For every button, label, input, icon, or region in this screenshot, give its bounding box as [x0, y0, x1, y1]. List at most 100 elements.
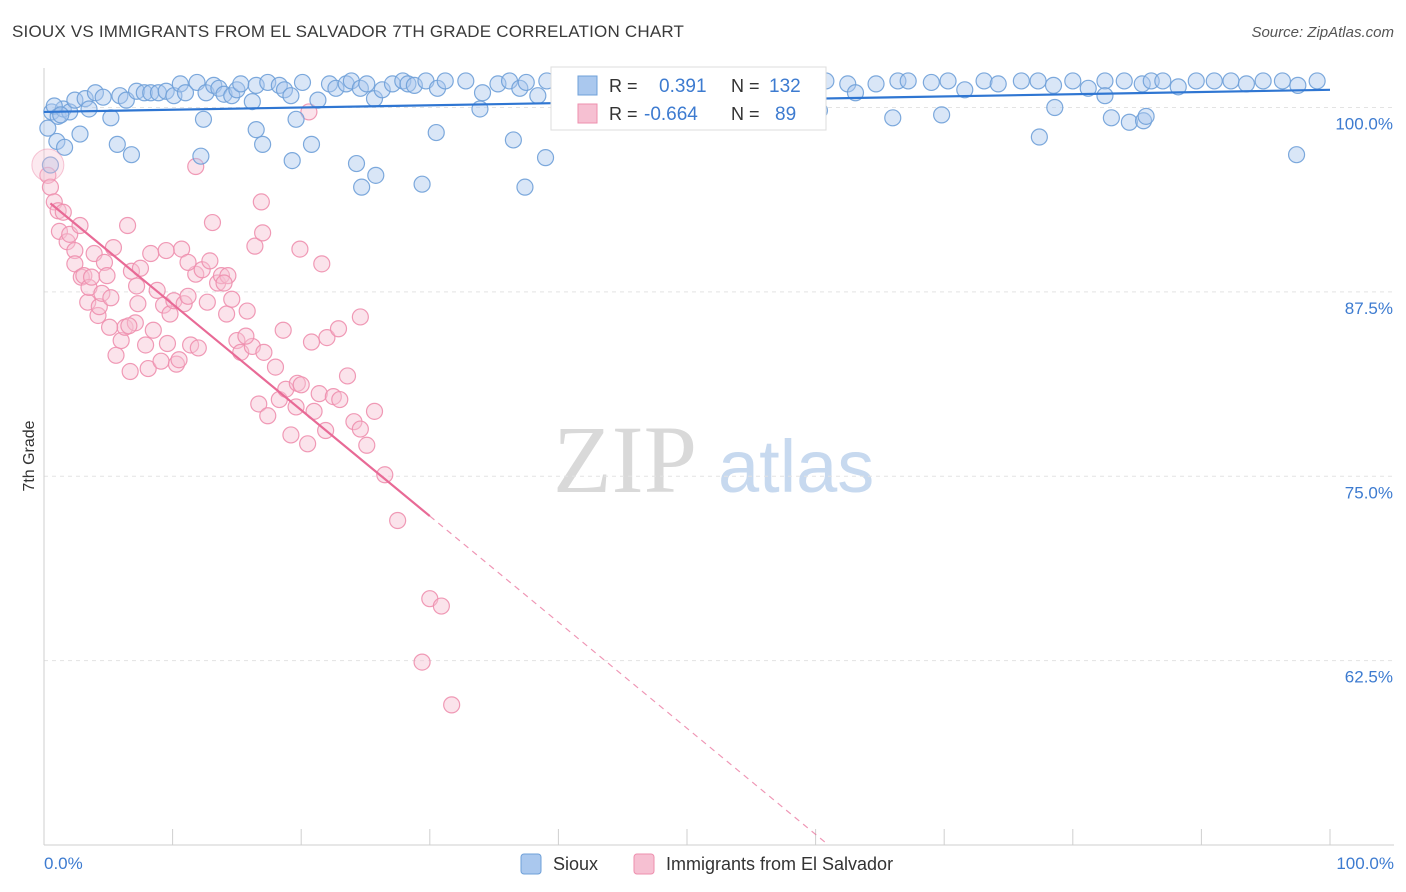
sioux-point: [1115, 72, 1133, 90]
sioux-point: [427, 123, 445, 142]
salvador-point: [338, 367, 357, 385]
salvador-point: [201, 252, 219, 270]
sioux-r-label: R =: [609, 76, 638, 96]
sioux-point: [52, 106, 70, 124]
sioux-point: [367, 166, 385, 184]
sioux-point: [94, 88, 112, 106]
salvador-point: [104, 239, 123, 257]
salvador-point: [102, 289, 120, 307]
salvador-point: [302, 333, 321, 351]
sioux-point: [1308, 72, 1326, 90]
salvador-point: [246, 237, 264, 255]
salvador-point: [292, 376, 310, 394]
sioux-point: [108, 135, 126, 153]
x-tick-label-min: 0.0%: [44, 854, 83, 873]
sioux-point: [1187, 72, 1205, 90]
sioux-point: [39, 119, 57, 137]
sioux-point: [899, 72, 917, 90]
sioux-point: [1237, 75, 1256, 93]
salvador-point: [237, 327, 255, 345]
salvador-n-value: 89: [775, 104, 796, 125]
salvador-point: [98, 267, 116, 285]
salvador-point: [144, 321, 162, 339]
sioux-point: [517, 73, 535, 92]
sioux-point: [247, 121, 265, 139]
sioux-point: [1096, 87, 1114, 105]
sioux-point: [1169, 78, 1187, 96]
salvador-point: [189, 339, 207, 357]
sioux-point: [511, 79, 529, 97]
salvador-point: [255, 343, 273, 361]
salvador-point: [329, 320, 348, 338]
salvador-point: [358, 436, 376, 454]
sioux-point: [327, 79, 345, 97]
salvador-point: [187, 157, 205, 176]
x-tick-label-max: 100.0%: [1336, 854, 1394, 873]
sioux-point: [1046, 98, 1064, 117]
legend-salvador-swatch: [633, 853, 655, 875]
legend-sioux-label: Sioux: [553, 854, 598, 874]
salvador-point: [136, 336, 155, 354]
sioux-point: [1254, 72, 1272, 90]
salvador-point: [161, 305, 179, 323]
sioux-point: [536, 149, 555, 167]
salvador-point: [129, 295, 147, 313]
salvador-point: [250, 395, 268, 413]
sioux-point: [122, 146, 141, 164]
sioux-point: [282, 87, 300, 105]
salvador-swatch: [577, 103, 598, 124]
sioux-point: [287, 110, 305, 128]
sioux-point: [516, 178, 534, 196]
salvador-point: [66, 241, 84, 260]
salvador-point: [413, 653, 431, 671]
salvador-point: [142, 244, 160, 263]
sioux-r-value: 0.391: [659, 76, 707, 97]
sioux-point: [1044, 76, 1063, 94]
salvador-point: [100, 318, 119, 336]
salvador-point: [120, 317, 138, 335]
sioux-point: [373, 81, 391, 99]
sioux-point: [1120, 113, 1138, 131]
salvador-point: [152, 352, 170, 370]
sioux-point: [922, 73, 940, 92]
salvador-points: [39, 103, 461, 714]
sioux-point: [473, 84, 492, 102]
salvador-cluster-point: [31, 148, 65, 182]
sioux-point: [55, 138, 74, 156]
y-tick-label: 100.0%: [1335, 115, 1393, 134]
salvador-point: [310, 385, 328, 403]
sioux-point: [1012, 72, 1030, 90]
salvador-trend-line: [49, 202, 431, 517]
sioux-point: [194, 110, 213, 128]
sioux-point: [933, 106, 951, 124]
watermark-atlas: atlas: [718, 425, 874, 508]
salvador-point: [112, 331, 130, 350]
sioux-point: [80, 100, 98, 118]
salvador-point: [238, 302, 256, 320]
sioux-point: [504, 131, 522, 149]
sioux-point: [989, 75, 1007, 93]
sioux-point: [529, 87, 547, 105]
y-axis-label: 7th Grade: [21, 420, 38, 491]
sioux-point: [275, 81, 294, 99]
salvador-point: [170, 351, 188, 369]
salvador-point: [282, 426, 300, 444]
sioux-point: [867, 75, 885, 93]
salvador-point: [93, 284, 111, 302]
salvador-point: [254, 224, 272, 242]
sioux-point: [135, 84, 153, 102]
sioux-point: [254, 135, 272, 153]
salvador-point: [90, 298, 108, 316]
salvador-point: [215, 274, 233, 292]
bottom-legend: Sioux Immigrants from El Salvador: [520, 853, 893, 875]
salvador-point: [443, 696, 461, 714]
sioux-point: [71, 125, 89, 143]
sioux-point: [399, 75, 417, 93]
salvador-point: [41, 178, 60, 196]
salvador-point: [71, 216, 89, 235]
salvador-point: [432, 597, 450, 615]
sioux-point: [358, 75, 376, 93]
salvador-point: [291, 240, 309, 258]
salvador-point: [318, 329, 336, 347]
